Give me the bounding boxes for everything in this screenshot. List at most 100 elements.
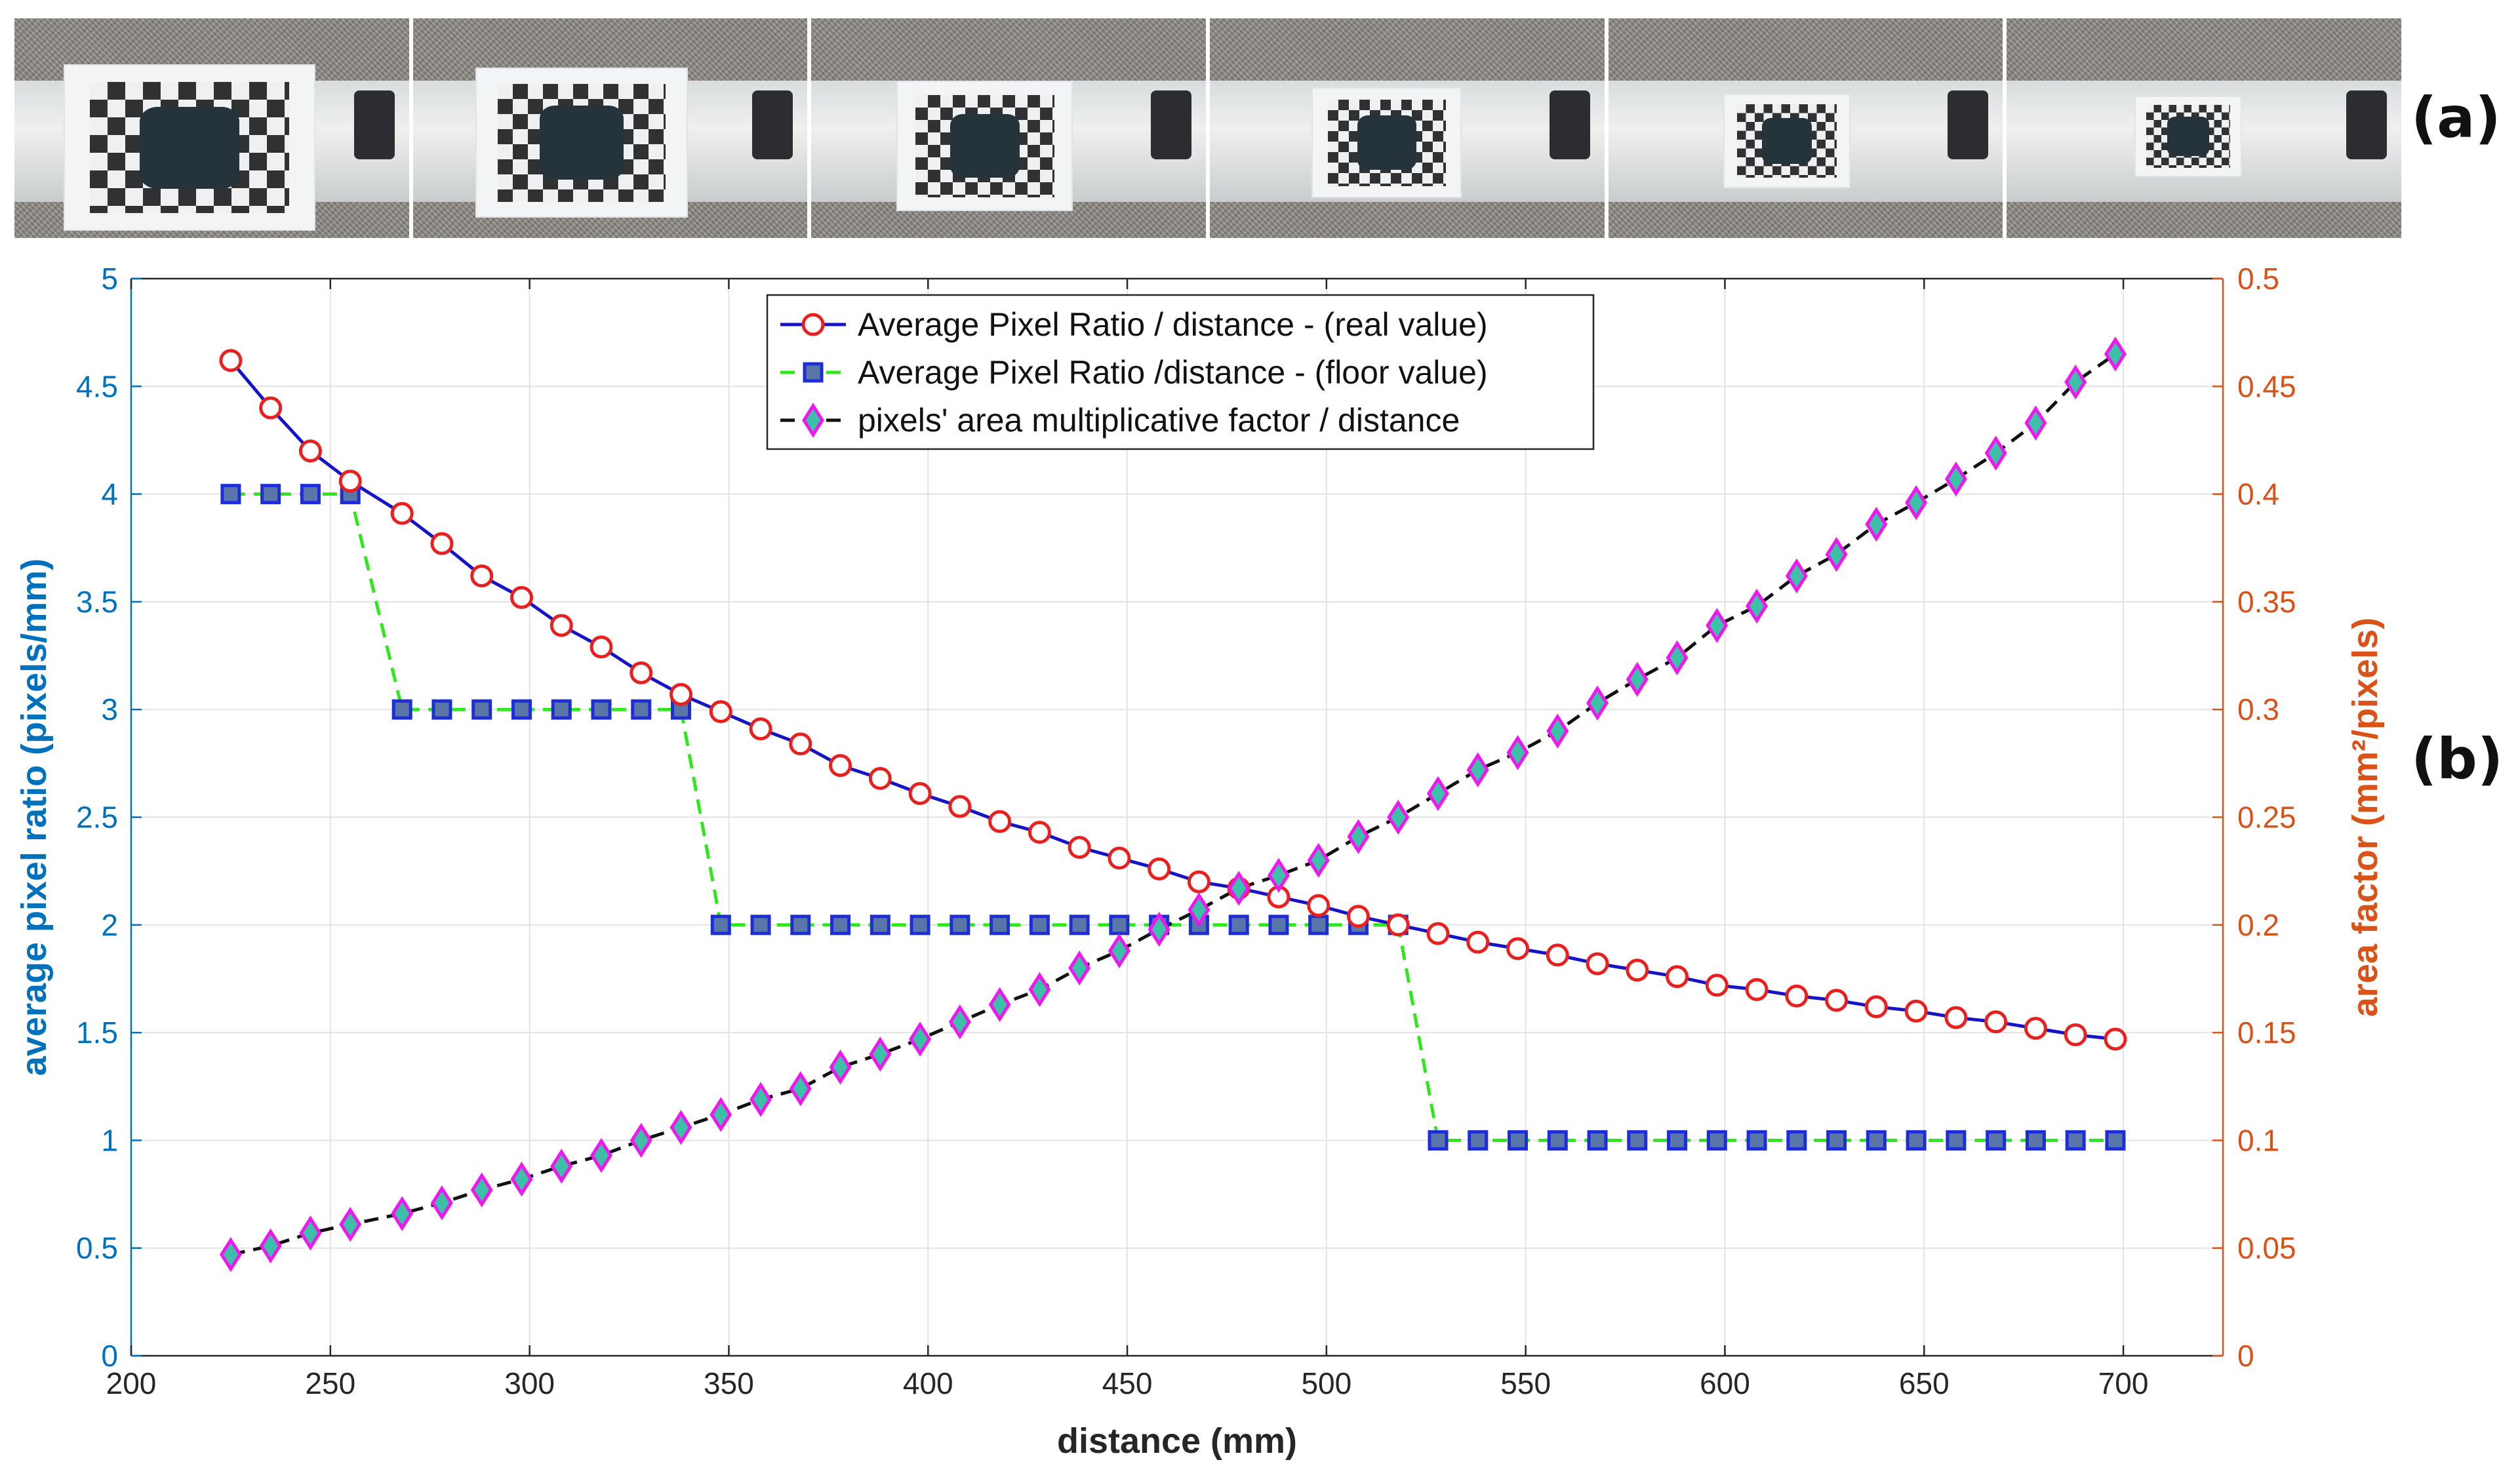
marker-real <box>1666 965 1689 989</box>
marker-area <box>829 1050 852 1085</box>
x-tick-label: 400 <box>903 1366 953 1400</box>
marker-floor <box>1866 1130 1887 1151</box>
marker-real <box>1148 857 1171 880</box>
marker-real <box>1506 937 1530 960</box>
marker-real <box>789 732 812 756</box>
y-tick-label-right: 0.15 <box>2237 1016 2296 1050</box>
marker-real <box>1944 1006 1968 1029</box>
marker-area <box>550 1149 573 1184</box>
marker-real <box>749 717 772 741</box>
marker-area <box>909 1021 932 1057</box>
x-tick-label: 200 <box>106 1366 157 1400</box>
legend-label: pixels' area multiplicative factor / dis… <box>858 402 1460 439</box>
y-tick-label-left: 4 <box>101 477 118 511</box>
y-tick-label-left: 0 <box>101 1339 118 1373</box>
marker-real <box>1307 894 1330 917</box>
marker-area <box>1865 506 1888 542</box>
series-line-area <box>230 352 2117 1257</box>
x-tick-label: 650 <box>1899 1366 1950 1400</box>
marker-floor <box>2065 1130 2086 1151</box>
marker-real <box>510 585 533 609</box>
marker-floor <box>1468 1130 1489 1151</box>
marker-area <box>1506 735 1529 770</box>
marker-area <box>1825 536 1848 572</box>
marker-floor <box>631 699 652 720</box>
marker-area <box>1706 608 1729 643</box>
marker-floor <box>260 484 281 505</box>
marker-floor <box>1826 1130 1847 1151</box>
marker-floor <box>220 484 241 505</box>
marker-area <box>1905 485 1928 521</box>
marker-real <box>1825 989 1849 1012</box>
marker-area <box>590 1137 612 1174</box>
marker-real <box>1108 846 1131 870</box>
y-tick-label-right: 0.4 <box>2237 477 2279 511</box>
marker-floor <box>1428 1130 1449 1151</box>
legend-label: Average Pixel Ratio / distance - (real v… <box>858 306 1488 343</box>
y-tick-label-left: 3 <box>101 692 118 726</box>
marker-area <box>1666 640 1689 675</box>
marker-area <box>1108 933 1130 968</box>
marker-floor <box>511 699 532 720</box>
marker-real <box>550 614 573 637</box>
marker-floor <box>1746 1130 1767 1151</box>
marker-floor <box>1228 915 1249 936</box>
panel-label-a: (a) <box>2411 85 2501 151</box>
y-tick-label-left: 0.5 <box>76 1231 118 1265</box>
marker-floor <box>1268 915 1289 936</box>
marker-floor <box>1508 1130 1529 1151</box>
marker-floor <box>431 699 452 720</box>
marker-floor <box>1547 1130 1568 1151</box>
marker-floor <box>1109 915 1130 936</box>
marker-area <box>869 1037 892 1072</box>
marker-area <box>299 1215 322 1251</box>
marker-area <box>1148 911 1170 947</box>
marker-floor <box>1986 1130 2007 1151</box>
marker-real <box>2024 1017 2047 1040</box>
marker-floor <box>950 915 970 936</box>
marker-real <box>1386 913 1410 937</box>
marker-real <box>1785 984 1809 1008</box>
legend <box>766 294 1595 450</box>
marker-floor <box>1706 1130 1727 1151</box>
marker-area <box>510 1161 533 1197</box>
marker-area <box>1387 799 1410 835</box>
marker-area <box>670 1110 692 1145</box>
marker-area <box>988 987 1011 1023</box>
x-tick-label: 300 <box>504 1366 555 1400</box>
y-tick-label-right: 0.3 <box>2237 692 2279 726</box>
marker-floor <box>1587 1130 1608 1151</box>
marker-floor <box>391 699 412 720</box>
marker-real <box>1984 1010 2008 1034</box>
y-tick-label-left: 2.5 <box>76 800 118 835</box>
marker-area <box>1785 558 1808 594</box>
panel-label-b: (b) <box>2411 726 2504 792</box>
marker-area <box>630 1122 652 1158</box>
marker-real <box>948 795 972 818</box>
marker-floor <box>1308 915 1329 936</box>
marker-area <box>1984 435 2007 471</box>
marker-real <box>630 661 653 684</box>
y-axis-title-left: average pixel ratio (pixels/mm) <box>14 559 54 1076</box>
marker-area <box>710 1097 732 1132</box>
marker-area <box>1068 950 1091 986</box>
y-tick-label-left: 4.5 <box>76 369 118 403</box>
marker-area <box>259 1228 282 1264</box>
marker-real <box>1705 974 1729 997</box>
x-tick-label: 350 <box>704 1366 754 1400</box>
marker-area <box>1188 892 1210 928</box>
x-tick-label: 550 <box>1500 1366 1551 1400</box>
marker-area <box>1028 972 1051 1008</box>
marker-real <box>259 396 283 420</box>
marker-floor <box>710 915 731 936</box>
marker-area <box>1267 858 1290 893</box>
marker-real <box>868 766 892 790</box>
y-tick-label-right: 0.2 <box>2237 908 2279 942</box>
photo-4 <box>1210 18 1605 238</box>
y-axis-title-right: area factor (mm²/pixels) <box>2346 618 2385 1017</box>
marker-area <box>1586 685 1609 721</box>
marker-real <box>1864 995 1888 1019</box>
photo-1 <box>14 18 409 238</box>
marker-area <box>1466 752 1489 787</box>
